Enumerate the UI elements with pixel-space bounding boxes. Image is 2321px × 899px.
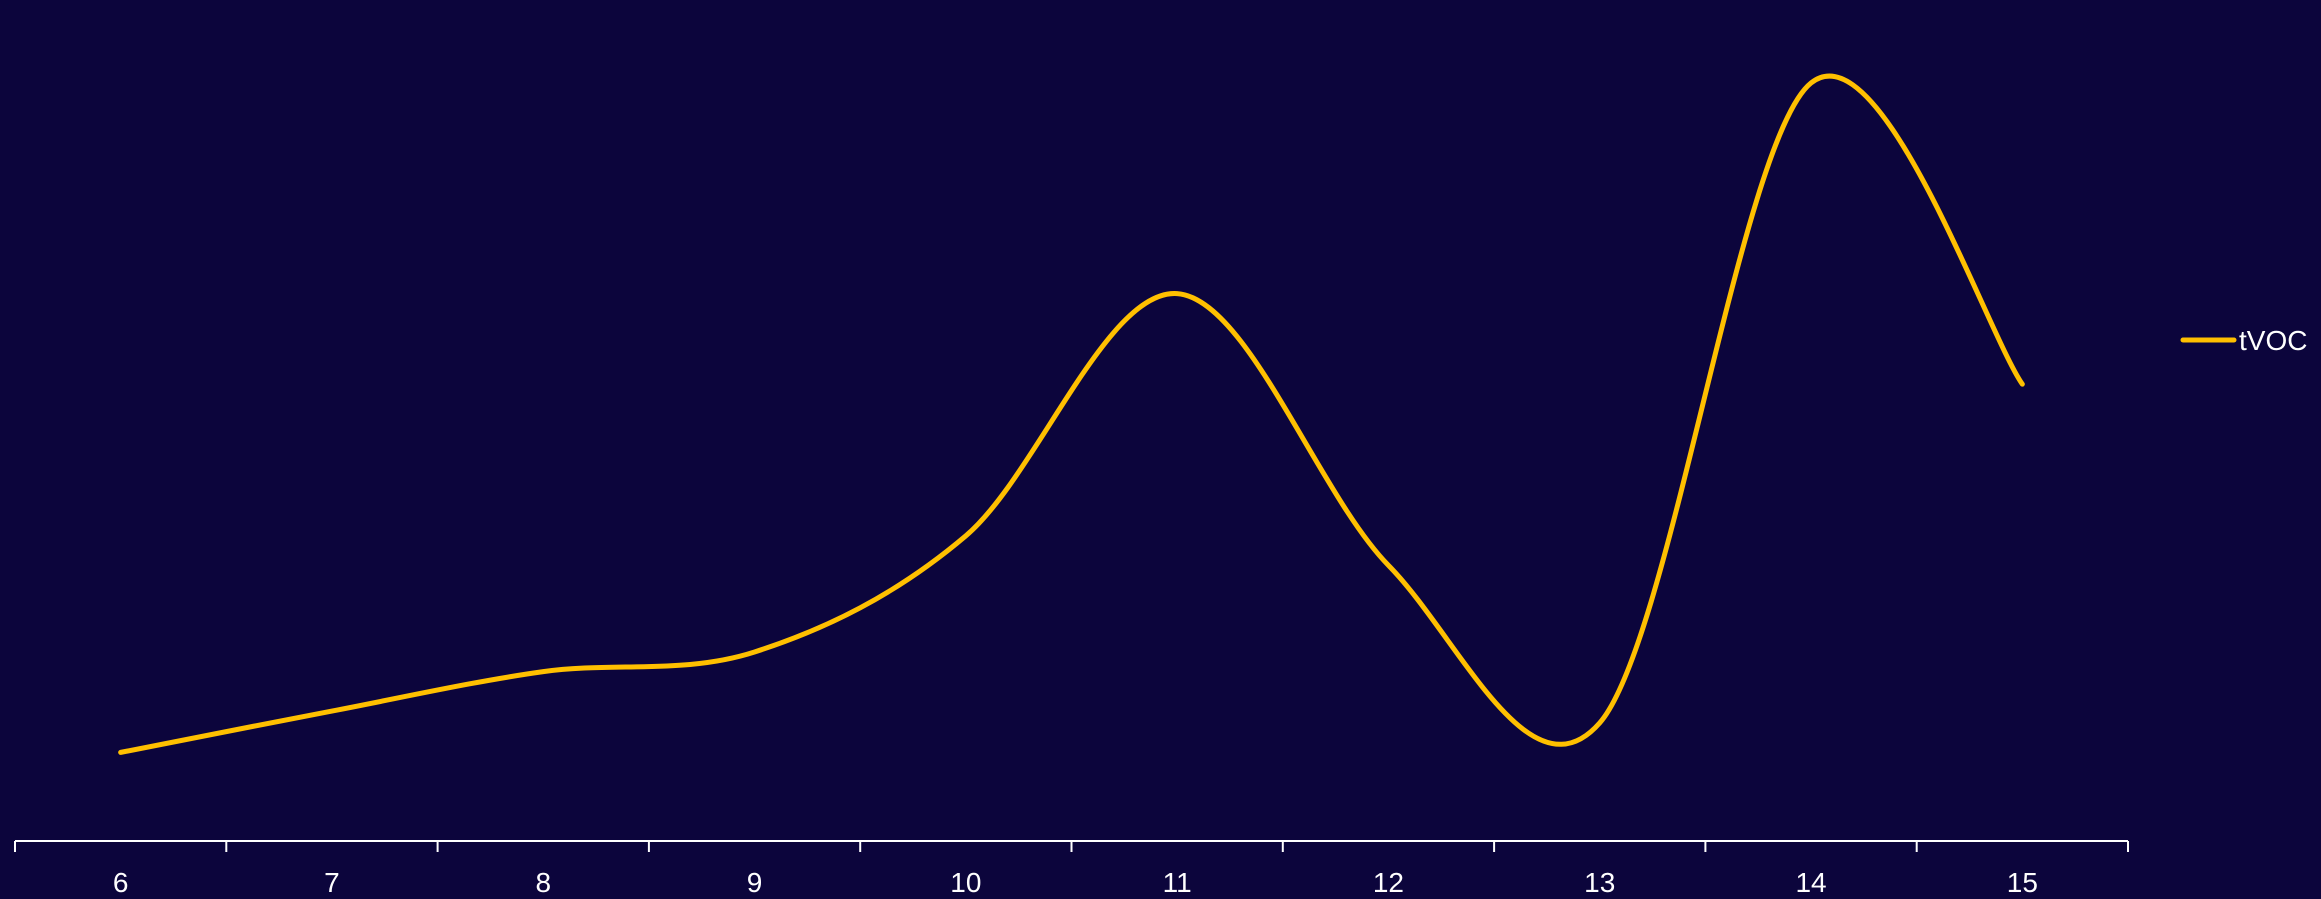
x-axis: 6 7 8 9 10 11 12 13 14 15 bbox=[14, 840, 2129, 898]
x-tick-label: 14 bbox=[1795, 867, 1826, 898]
x-tick-label: 9 bbox=[747, 867, 763, 898]
x-tick-label: 8 bbox=[535, 867, 551, 898]
x-tick-label: 15 bbox=[2007, 867, 2038, 898]
x-tick-label: 7 bbox=[324, 867, 340, 898]
x-tick-label: 12 bbox=[1373, 867, 1404, 898]
legend: tVOC bbox=[2180, 325, 2307, 356]
plot-area bbox=[118, 73, 2025, 755]
x-tick-label: 10 bbox=[950, 867, 981, 898]
series-line-tvoc bbox=[118, 73, 2025, 755]
x-tick-label: 13 bbox=[1584, 867, 1615, 898]
legend-label: tVOC bbox=[2239, 325, 2307, 356]
x-tick-label: 11 bbox=[1163, 867, 1192, 898]
x-tick-label: 6 bbox=[113, 867, 129, 898]
